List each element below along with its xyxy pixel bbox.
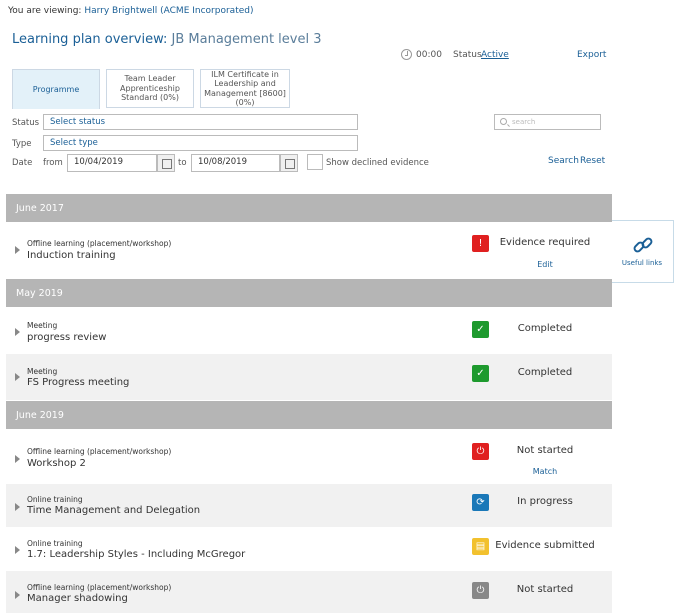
- tab-team-leader-apprenticeship[interactable]: Team Leader Apprenticeship Standard (0%): [106, 69, 194, 108]
- search-icon: [500, 118, 507, 125]
- export-link[interactable]: Export: [577, 50, 607, 60]
- search-input[interactable]: search: [494, 114, 601, 130]
- spinner-icon: ⟳: [472, 494, 489, 511]
- expand-arrow-icon[interactable]: [15, 373, 20, 381]
- expand-arrow-icon[interactable]: [15, 546, 20, 554]
- show-declined-checkbox[interactable]: [307, 154, 323, 170]
- group-header: June 2019: [6, 401, 612, 429]
- tab-label: Programme: [32, 84, 80, 94]
- list-item[interactable]: Meeting FS Progress meeting ✓ Completed: [6, 354, 612, 400]
- page-title-plan: JB Management level 3: [171, 32, 322, 47]
- expand-arrow-icon[interactable]: [15, 455, 20, 463]
- type-select[interactable]: Select type: [43, 135, 358, 151]
- item-status: In progress: [517, 496, 573, 507]
- viewing-banner: You are viewing: Harry Brightwell (ACME …: [8, 6, 253, 16]
- group-label: May 2019: [16, 287, 63, 299]
- tab-programme[interactable]: Programme: [12, 69, 100, 109]
- expand-arrow-icon[interactable]: [15, 591, 20, 599]
- item-category: Meeting: [27, 367, 58, 376]
- reset-link[interactable]: Reset: [580, 156, 606, 166]
- list-item[interactable]: Online training Time Management and Dele…: [6, 484, 612, 527]
- item-status: Completed: [517, 323, 573, 334]
- expand-arrow-icon[interactable]: [15, 246, 20, 254]
- item-name: Induction training: [27, 250, 116, 261]
- item-status: Not started: [516, 445, 574, 456]
- item-status: Not started: [516, 584, 574, 595]
- date-from-input[interactable]: 10/04/2019: [67, 154, 157, 172]
- tab-label: Team Leader Apprenticeship Standard (0%): [120, 74, 180, 103]
- tab-ilm-certificate[interactable]: ILM Certificate in Leadership and Manage…: [200, 69, 290, 108]
- group-header: May 2019: [6, 279, 612, 307]
- status-active-link[interactable]: Active: [481, 50, 509, 60]
- expand-arrow-icon[interactable]: [15, 328, 20, 336]
- item-status: Completed: [517, 367, 573, 378]
- expand-arrow-icon[interactable]: [15, 503, 20, 511]
- calendar-icon[interactable]: [157, 154, 175, 172]
- calendar-icon[interactable]: [280, 154, 298, 172]
- power-icon: ⏻: [472, 443, 489, 460]
- power-icon: ⏻: [472, 582, 489, 599]
- group-header: June 2017: [6, 194, 612, 222]
- status-select[interactable]: Select status: [43, 114, 358, 130]
- list-item[interactable]: Meeting progress review ✓ Completed: [6, 307, 612, 354]
- item-category: Online training: [27, 539, 83, 548]
- check-icon: ✓: [472, 365, 489, 382]
- list-item[interactable]: Online training 1.7: Leadership Styles -…: [6, 527, 612, 571]
- item-category: Online training: [27, 495, 83, 504]
- match-link[interactable]: Match: [532, 467, 558, 476]
- item-name: Time Management and Delegation: [27, 505, 201, 516]
- show-declined-label: Show declined evidence: [326, 158, 429, 168]
- list-item[interactable]: Offline learning (placement/workshop) Wo…: [6, 429, 612, 484]
- link-icon: [633, 237, 653, 253]
- document-icon: ▤: [472, 538, 489, 555]
- status-label: Status: [453, 50, 482, 60]
- date-from-label: from: [43, 158, 63, 168]
- item-category: Offline learning (placement/workshop): [27, 239, 172, 248]
- search-placeholder: search: [512, 118, 536, 126]
- timer-value: 00:00: [416, 50, 442, 60]
- item-name: FS Progress meeting: [27, 377, 130, 388]
- clock-icon: [401, 49, 412, 60]
- item-category: Offline learning (placement/workshop): [27, 447, 172, 456]
- item-category: Meeting: [27, 321, 58, 330]
- item-category: Offline learning (placement/workshop): [27, 583, 172, 592]
- status-filter-label: Status: [12, 118, 40, 128]
- useful-links-panel[interactable]: Useful links: [612, 220, 674, 283]
- tab-label: ILM Certificate in Leadership and Manage…: [204, 69, 286, 108]
- list-item[interactable]: Offline learning (placement/workshop) Ma…: [6, 571, 612, 613]
- item-name: Manager shadowing: [27, 593, 128, 604]
- page-title: Learning plan overview: JB Management le…: [12, 32, 322, 47]
- item-name: progress review: [27, 332, 107, 343]
- group-label: June 2019: [16, 409, 64, 421]
- check-icon: ✓: [472, 321, 489, 338]
- group-label: June 2017: [16, 202, 64, 214]
- date-filter-label: Date: [12, 158, 33, 168]
- date-to-label: to: [178, 158, 187, 168]
- search-link[interactable]: Search: [548, 156, 579, 166]
- type-filter-label: Type: [12, 139, 32, 149]
- viewing-prefix: You are viewing:: [8, 6, 82, 16]
- useful-links-label: Useful links: [621, 259, 663, 267]
- item-status: Evidence required: [499, 237, 591, 248]
- page-title-main: Learning plan overview:: [12, 32, 168, 47]
- viewing-user: Harry Brightwell (ACME Incorporated): [84, 6, 254, 16]
- alert-icon: !: [472, 235, 489, 252]
- edit-link[interactable]: Edit: [537, 260, 553, 269]
- item-name: Workshop 2: [27, 458, 86, 469]
- list-item[interactable]: Offline learning (placement/workshop) In…: [6, 222, 612, 279]
- item-status: Evidence submitted: [495, 540, 595, 551]
- item-name: 1.7: Leadership Styles - Including McGre…: [27, 549, 246, 560]
- date-to-input[interactable]: 10/08/2019: [191, 154, 280, 172]
